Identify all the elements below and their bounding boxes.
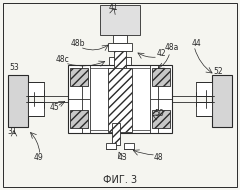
Text: 50: 50 [154,109,164,119]
Bar [124,143,134,149]
Bar [28,82,44,96]
Text: 41: 41 [108,3,118,13]
Bar [90,68,110,130]
Bar [108,43,132,51]
Bar [108,68,132,132]
Text: 52: 52 [213,67,223,77]
Bar [70,110,88,128]
Bar [114,51,126,123]
Bar [100,5,140,35]
Bar [130,68,150,130]
Text: 48: 48 [153,154,163,162]
Bar [70,68,88,86]
Bar [196,102,212,116]
Text: 43: 43 [117,154,127,162]
Text: 53: 53 [9,63,19,71]
Text: 45: 45 [50,102,60,112]
Text: ФИГ. 3: ФИГ. 3 [103,175,137,185]
Text: 48c: 48c [56,55,70,64]
Bar [109,57,131,65]
Text: 42: 42 [156,50,166,59]
Bar [106,143,116,149]
Text: 48b: 48b [71,40,85,48]
Text: 44: 44 [191,39,201,48]
Text: 31: 31 [7,127,17,136]
Text: 49: 49 [33,154,43,162]
Bar [212,75,232,127]
Text: 48a: 48a [165,44,179,52]
Bar [8,75,28,127]
Bar [196,82,212,96]
Bar [112,123,120,145]
Bar [152,110,170,128]
Bar [68,65,172,133]
Bar [28,102,44,116]
Bar [152,68,170,86]
Bar [113,35,127,43]
